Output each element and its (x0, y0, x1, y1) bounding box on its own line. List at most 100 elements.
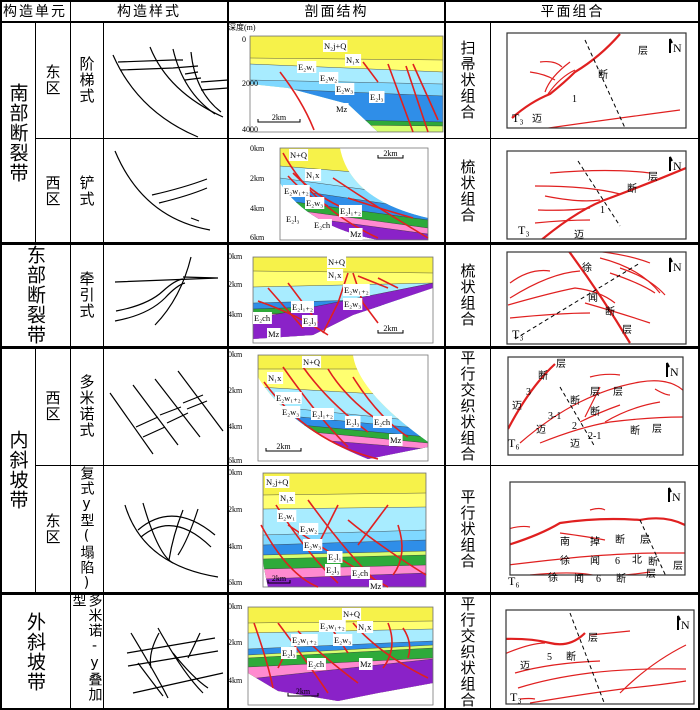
fault-trace (580, 603, 615, 604)
fault-line (362, 61, 379, 83)
stratum-label: N₂j+Q (324, 41, 346, 51)
fault-trace (589, 507, 606, 511)
fault-line (387, 63, 414, 133)
fault-trace (539, 60, 563, 68)
grid-line (35, 347, 36, 593)
stratum-label: N+Q (303, 357, 320, 367)
header-plan: 平面组合 (540, 4, 605, 20)
scale-label: 2km (383, 324, 398, 333)
fault-name-label: 闻 (588, 291, 598, 304)
fault-name-label: 断 (627, 182, 637, 195)
scale-label: 2km (272, 574, 287, 583)
fault-trace (584, 302, 651, 324)
fault-name-label: 断 (598, 68, 608, 81)
fault-line (347, 519, 427, 576)
combo-name: 平行交织状组合 (458, 595, 477, 708)
fault-trace (654, 388, 671, 396)
stratum-label: E₂l₃ (326, 565, 340, 575)
label-box (339, 205, 362, 217)
fault-trace (619, 267, 666, 296)
sketch-domino-y-superposed (126, 627, 224, 699)
stratum-label: E₂w₁₊₂ (292, 635, 317, 645)
fault-name-label: 2 (572, 421, 577, 432)
fault-name-label: 断 (566, 650, 576, 663)
stratum-label: E₂ch (374, 417, 391, 427)
fault-trace (514, 660, 601, 674)
zone-west: 西区 (43, 390, 62, 422)
scale-bar (287, 693, 319, 697)
sketch-step-faults (112, 46, 229, 138)
fault-name-label: 断 (648, 555, 658, 568)
label-box (319, 620, 346, 632)
grid-line (35, 138, 700, 139)
fault-name-label: 闻 (574, 572, 584, 585)
depth-tick-label: 4km (228, 422, 243, 431)
horizon-label: T₆ (508, 436, 520, 450)
stratum-label: E₂w₁₊₂ (344, 285, 369, 295)
header-unit: 构造单元 (3, 4, 67, 20)
label-box (333, 634, 353, 646)
fault-name-label: 迈 (574, 229, 584, 241)
fault-name-label: 断 (538, 369, 548, 382)
label-box (325, 564, 341, 576)
grid-line (0, 346, 700, 349)
label-box (307, 658, 326, 670)
stratum-label: E₂l₃ (346, 417, 360, 427)
label-box (369, 91, 385, 103)
fault-line (352, 272, 379, 324)
stratum-label: E₂w₁ (298, 62, 315, 72)
fault-line (322, 272, 349, 334)
fault-name-label: 徐 (548, 571, 558, 584)
label-box (275, 392, 302, 404)
depth-tick-label: 2000 (242, 79, 258, 88)
fault-line (405, 65, 429, 133)
fault-trace (529, 571, 651, 575)
cross-section-panel: 0km 2km 4km 6km N₂j+Q N₁x E₂w₁ E₂w₂ E₂w₃ E₂l₁ E₂l₃… (228, 468, 427, 592)
map-frame (506, 251, 687, 345)
fault-trace (510, 525, 531, 530)
stratum-label: E₂w₃ (336, 84, 353, 94)
sketch-compound-y-fault (124, 502, 219, 578)
plan-map-panel: 层 5 断迈 T₃ N (505, 603, 695, 705)
stratum-label: E₂l₃ (282, 648, 296, 658)
stratum-label: N₁x (268, 373, 282, 383)
depth-tick-label: 2km (228, 280, 243, 289)
label-box (311, 408, 334, 420)
section-frame (257, 354, 429, 462)
stratum-label: N+Q (328, 257, 345, 267)
fault-trace (529, 680, 687, 704)
depth-tick-label: 2km (228, 638, 243, 647)
fault-trace (540, 166, 686, 239)
fault-line (392, 524, 403, 576)
fault-trace (584, 386, 601, 418)
plan-map-panel: 层断 1 迈 T₃ N (506, 150, 687, 241)
fault-name-label: 闻 (590, 554, 600, 567)
style-name: 复式y型(塌陷) (78, 466, 95, 592)
fault-name-label: 层 (588, 632, 598, 644)
north-label: N (673, 159, 682, 173)
stratum-label: Mz (390, 435, 402, 445)
fault-line (352, 376, 409, 438)
label-box (281, 647, 297, 659)
scale-label: 2km (272, 113, 287, 122)
fault-name-label: 1 (572, 94, 577, 105)
north-arrow-icon (666, 362, 670, 377)
stratum-label: E₂w₃ (344, 299, 361, 309)
combo-name: 平行交织状组合 (458, 350, 477, 462)
fault-trace (534, 219, 591, 224)
stratum-label: E₂ch (308, 659, 325, 669)
depth-tick-label: 0km (228, 468, 243, 477)
section-line (569, 612, 606, 704)
grid-line (35, 22, 36, 243)
stratum-label: Mz (336, 104, 348, 114)
fault-name-label: 层 (648, 171, 658, 183)
grid-line (227, 0, 229, 710)
fault-trace (509, 312, 591, 319)
section-line (559, 386, 596, 448)
grid-line (0, 0, 700, 2)
section-frame (247, 606, 434, 706)
fault-name-label: 徐 (582, 261, 592, 274)
north-arrow-icon (668, 487, 672, 502)
fault-name-label: 层 (640, 534, 650, 546)
label-box (343, 284, 370, 296)
